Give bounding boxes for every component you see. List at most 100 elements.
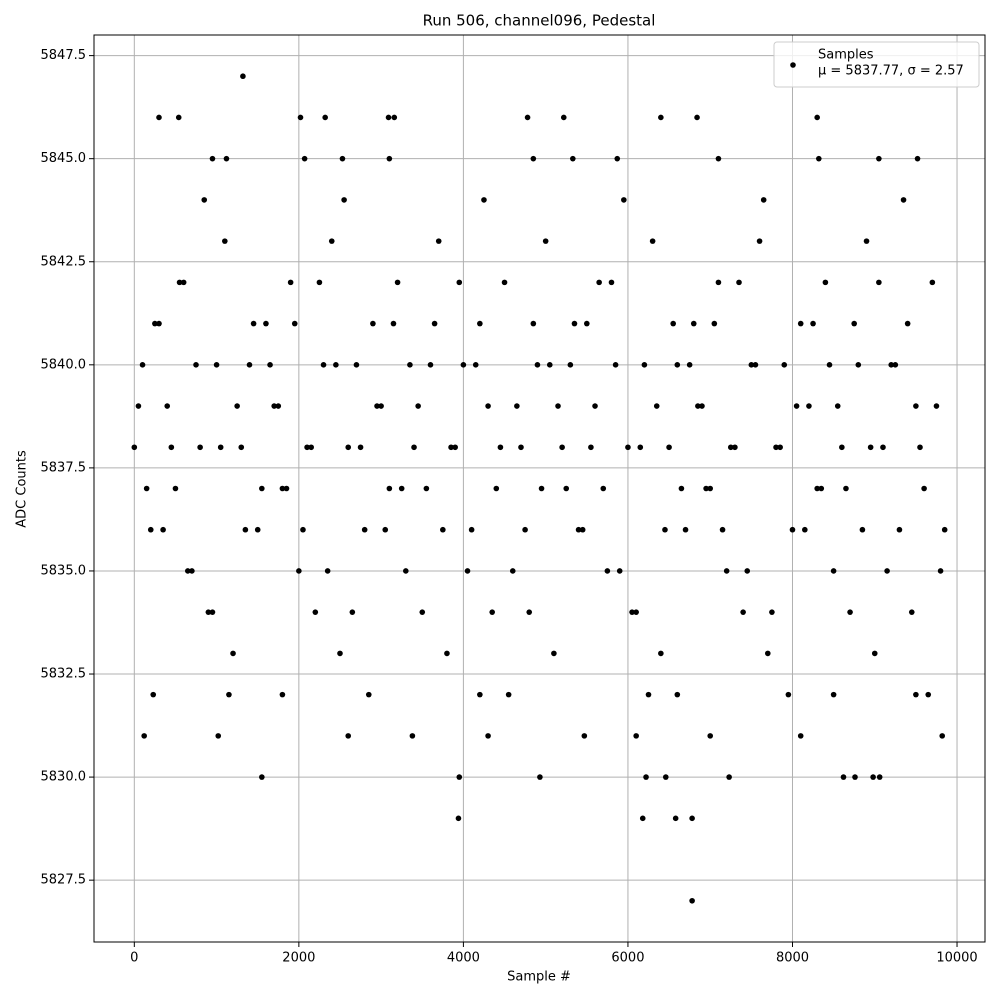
point [690,320,697,327]
y-tick-label: 5837.5 [41,460,87,475]
point [209,609,216,615]
point [777,444,783,451]
point [263,320,269,327]
point [370,320,376,327]
point [929,279,936,286]
point [674,362,681,368]
point [341,197,347,203]
point [584,320,590,327]
point [131,444,138,451]
point [481,197,487,203]
point [900,197,907,203]
point [612,362,619,368]
point [279,485,286,492]
point [175,114,182,121]
point [658,114,664,121]
point [530,155,537,162]
point [259,485,265,492]
point [596,279,602,286]
point [444,650,450,657]
point [524,114,531,121]
point [333,362,339,368]
point [386,155,393,162]
point [226,691,232,698]
point [575,526,582,533]
point [345,444,352,451]
point [172,485,179,492]
y-axis-label: ADC Counts [15,450,30,528]
point [485,403,491,409]
point [810,320,816,327]
point [345,733,352,739]
point [215,733,222,739]
point [551,650,557,657]
point [736,279,742,286]
x-tick-label: 4000 [447,951,480,966]
point [456,279,463,286]
point [672,815,679,822]
point [150,691,157,698]
point [322,114,328,121]
y-tick-label: 5832.5 [41,667,87,682]
y-tick-label: 5842.5 [41,254,87,269]
point [427,362,434,368]
point [678,485,685,492]
point [732,444,738,451]
point [238,444,245,451]
point [939,733,946,739]
point [300,526,306,533]
point [435,238,442,244]
point [840,774,847,780]
point [727,444,734,451]
point [501,279,508,286]
x-tick-label: 6000 [611,951,644,966]
point [662,526,668,533]
y-tick-label: 5847.5 [41,48,87,63]
point [189,568,195,574]
point [748,362,755,368]
point [797,733,804,739]
x-tick-label: 0 [130,951,138,966]
point [674,691,681,698]
point [608,279,615,286]
point [715,279,722,286]
point [385,114,392,121]
point [374,403,380,409]
point [921,485,927,492]
plot-frame [93,34,986,943]
point [139,362,146,368]
point [726,774,732,780]
point [765,650,771,657]
point [184,568,191,574]
point [275,403,282,409]
point [600,485,607,492]
point [925,691,932,698]
point [760,197,767,203]
point [407,362,413,368]
point [769,609,775,615]
point [830,568,837,574]
point [477,320,483,327]
point [937,568,944,574]
point [818,485,825,492]
point [643,774,649,780]
point [386,485,393,492]
point [570,155,576,162]
legend-box [773,41,980,88]
point [287,279,294,286]
point [296,568,302,574]
point [707,733,714,739]
point [193,362,199,368]
point [222,238,228,244]
point [914,155,921,162]
point [147,526,154,533]
point [666,444,672,451]
point [843,485,849,492]
point [941,526,948,533]
point [156,320,162,327]
y-tick-label: 5830.0 [41,770,87,785]
point [555,403,561,409]
point [592,403,598,409]
point [884,568,890,574]
